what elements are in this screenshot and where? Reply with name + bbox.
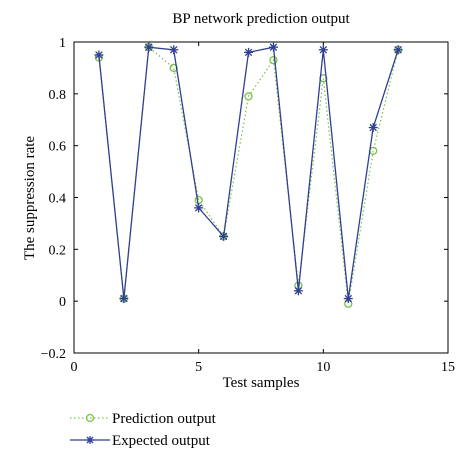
y-tick-label: 0.4 — [49, 192, 67, 207]
data-point-expected — [393, 45, 403, 55]
data-point-expected — [244, 47, 254, 57]
y-tick-label: −0.2 — [41, 347, 66, 362]
star-marker-stroke — [169, 46, 178, 54]
star-marker-stroke — [194, 204, 203, 212]
data-point-expected — [343, 294, 353, 304]
legend-expected-label: Expected output — [112, 433, 210, 449]
x-tick-label: 5 — [195, 360, 202, 375]
series-line-prediction — [98, 46, 399, 304]
star-marker-stroke — [244, 48, 253, 57]
y-axis-label: The suppression rate — [22, 135, 38, 261]
star-marker-stroke — [269, 43, 278, 51]
star-marker-stroke — [95, 51, 103, 59]
data-point-expected — [268, 42, 278, 52]
chart-title: BP network prediction output — [172, 11, 350, 27]
x-tick-label: 10 — [316, 360, 330, 375]
data-point-expected — [194, 203, 204, 213]
y-tick-label: 0 — [59, 295, 66, 310]
legend-expected-marker-icon — [70, 436, 110, 444]
data-point-prediction — [194, 195, 203, 205]
y-tick-label: 0.2 — [49, 243, 67, 258]
data-point-expected — [94, 50, 104, 60]
star-marker-stroke — [145, 43, 153, 51]
y-tick-label: 1 — [59, 36, 66, 51]
x-axis-label: Test samples — [222, 375, 300, 391]
legend-prediction-label: Prediction output — [112, 411, 216, 427]
star-marker-stroke — [120, 294, 128, 303]
star-marker-stroke — [369, 123, 377, 132]
y-tick-label: 0.8 — [49, 88, 67, 103]
star-marker-stroke — [319, 46, 328, 54]
series-line-expected — [98, 46, 399, 299]
data-point-expected — [144, 42, 154, 52]
data-point-prediction — [169, 63, 178, 73]
star-marker-stroke — [294, 287, 303, 295]
x-tick-label: 15 — [441, 360, 455, 375]
y-tick-label: 0.6 — [49, 140, 67, 155]
data-point-expected — [293, 286, 303, 296]
data-point-prediction — [269, 55, 278, 65]
plot-frame — [73, 41, 449, 354]
data-point-expected — [169, 45, 179, 55]
legend-item-expected: Expected output — [60, 430, 260, 452]
star-marker-stroke — [394, 46, 402, 54]
star-marker-stroke — [344, 294, 353, 303]
star-marker-stroke — [219, 232, 228, 241]
legend-item-prediction: Prediction output — [60, 408, 260, 430]
data-point-expected — [368, 123, 378, 133]
data-point-expected — [119, 294, 129, 304]
legend-prediction-marker-icon — [70, 413, 110, 423]
legend: Prediction output Expected output — [60, 408, 260, 458]
x-tick-label: 0 — [71, 360, 78, 375]
data-point-expected — [318, 45, 328, 55]
data-point-prediction — [244, 92, 253, 101]
data-point-expected — [219, 231, 229, 241]
